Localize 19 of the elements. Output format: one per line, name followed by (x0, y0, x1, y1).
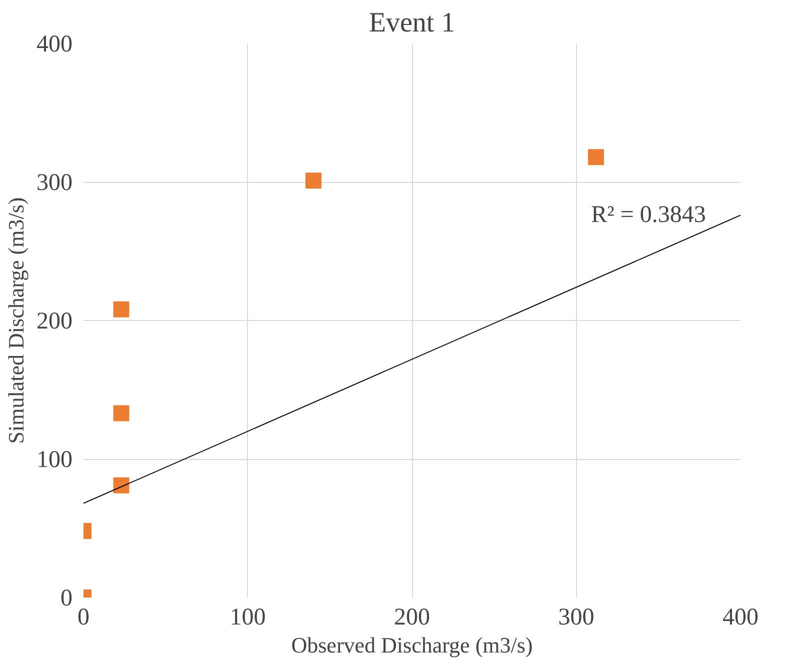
point (113, 405, 130, 422)
x-tick-label: 400 (722, 604, 758, 630)
point (305, 172, 322, 189)
x-axis-title: Observed Discharge (m3/s) (291, 632, 533, 658)
point (588, 149, 604, 166)
point (113, 301, 130, 318)
y-axis-title: Simulated Discharge (m3/s) (4, 197, 28, 444)
annotation: R² = 0.3843 (591, 202, 706, 228)
chart-title: Event 1 (368, 8, 456, 38)
y-tick-label: 300 (36, 170, 72, 196)
x-tick-label: 0 (78, 604, 90, 630)
x-tick-label: 100 (230, 604, 266, 630)
x-tick-label: 200 (394, 604, 430, 630)
x-tick-label: 300 (558, 604, 594, 630)
y-tick-label: 100 (36, 447, 72, 473)
y-tick-label: 400 (36, 32, 72, 58)
y-tick-label: 200 (36, 308, 72, 334)
y-tick-label: 0 (60, 586, 72, 612)
point (113, 477, 130, 494)
